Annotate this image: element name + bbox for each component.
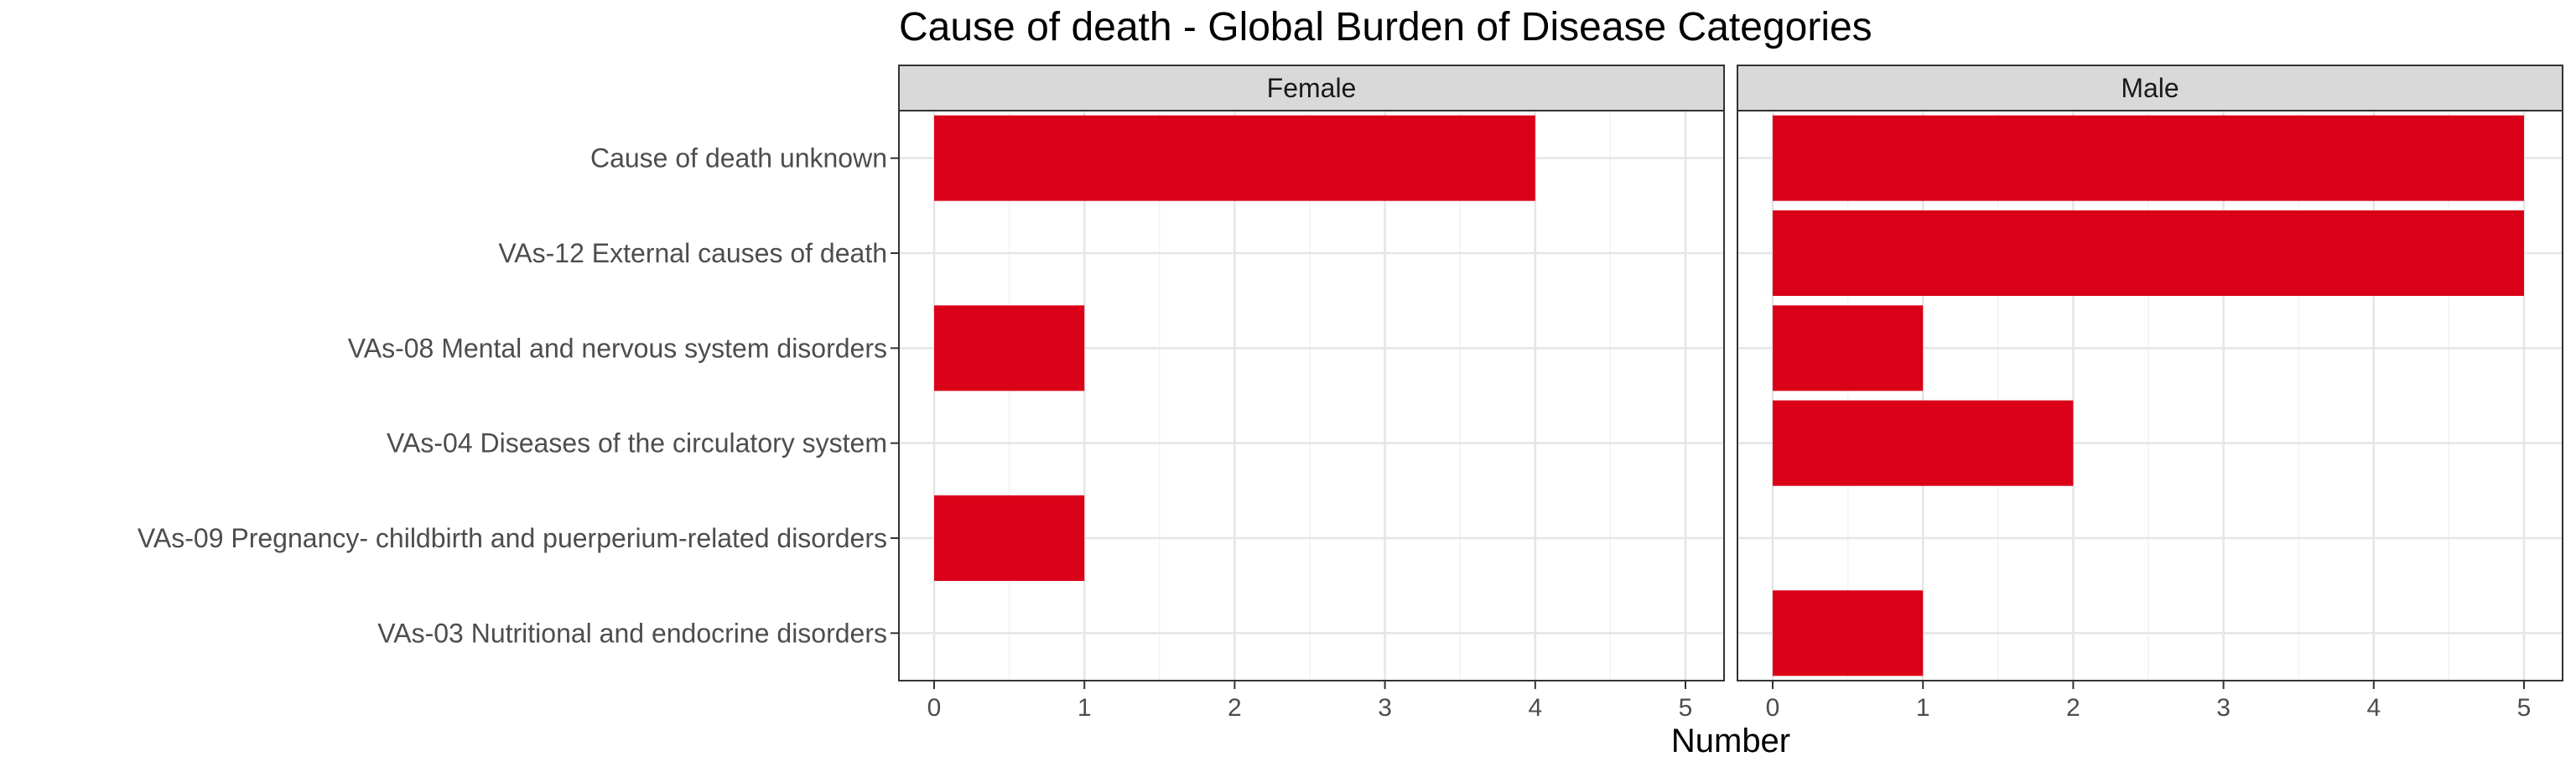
category-label: VAs-12 External causes of death: [498, 238, 887, 268]
category-label: VAs-03 Nutritional and endocrine disorde…: [377, 618, 887, 648]
x-tick-label: 0: [927, 694, 942, 722]
chart-title: Cause of death - Global Burden of Diseas…: [899, 5, 1872, 49]
bar-male-3: [1773, 400, 2074, 486]
bar-male-5: [1773, 590, 1924, 676]
bar-female-2: [934, 305, 1085, 391]
x-tick-label: 3: [2216, 694, 2231, 722]
panel-border: [898, 110, 1725, 681]
bar-male-2: [1773, 305, 1924, 391]
x-tick-label: 1: [1078, 694, 1092, 722]
category-label: VAs-08 Mental and nervous system disorde…: [348, 333, 887, 363]
x-tick-label: 2: [2066, 694, 2080, 722]
facet-label: Female: [1267, 73, 1357, 103]
x-tick-label: 5: [2517, 694, 2532, 722]
bar-male-0: [1773, 115, 2524, 201]
bar-male-1: [1773, 210, 2524, 296]
x-tick-label: 3: [1378, 694, 1392, 722]
panel-background: [899, 111, 1724, 681]
facet-panels: Female 0 1 2 3 4 5 Male 0 1 2 3 4 5: [898, 65, 2563, 722]
panel-background: [1737, 111, 2563, 681]
panel-border: [1737, 110, 2563, 681]
category-label: VAs-09 Pregnancy- childbirth and puerper…: [138, 523, 887, 553]
facet-label: Male: [2121, 73, 2179, 103]
x-axis-title: Number: [1671, 723, 1790, 759]
x-tick-label: 2: [1228, 694, 1242, 722]
category-label: VAs-04 Diseases of the circulatory syste…: [387, 428, 887, 459]
category-labels: Cause of death unknown VAs-12 External ca…: [138, 143, 899, 648]
x-tick-label: 1: [1916, 694, 1930, 722]
bar-female-0: [934, 115, 1535, 201]
panel-male: Male 0 1 2 3 4 5: [1737, 65, 2563, 722]
bar-female-4: [934, 495, 1085, 581]
category-label: Cause of death unknown: [590, 143, 887, 174]
x-tick-label: 4: [1528, 694, 1542, 722]
facet-strip: [1737, 65, 2563, 111]
panel-female: Female 0 1 2 3 4 5: [898, 65, 1725, 722]
x-tick-label: 4: [2366, 694, 2381, 722]
x-tick-label: 0: [1766, 694, 1780, 722]
x-tick-label: 5: [1679, 694, 1693, 722]
